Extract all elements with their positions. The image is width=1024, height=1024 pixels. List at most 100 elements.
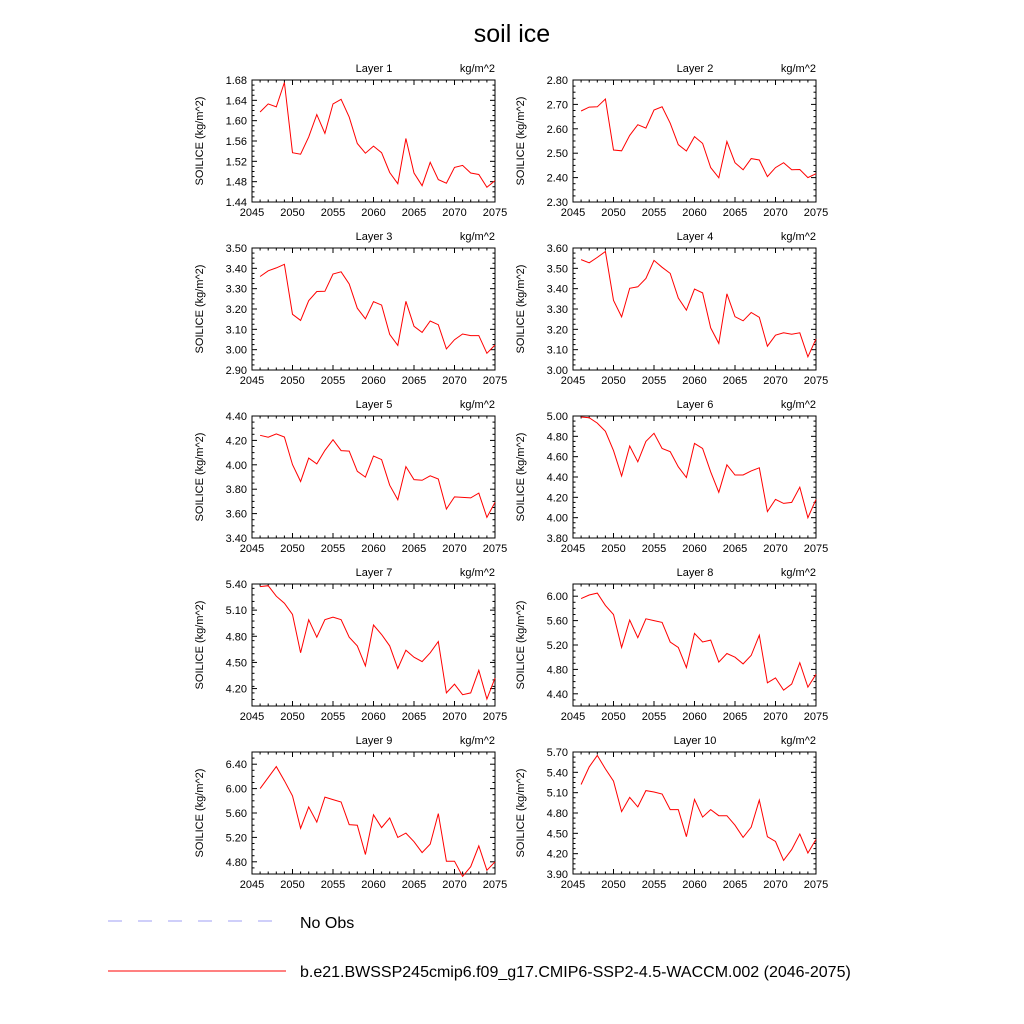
y-tick-label: 5.20	[226, 832, 247, 844]
x-tick-label: 2075	[804, 879, 828, 891]
x-tick-label: 2075	[483, 543, 507, 555]
x-tick-label: 2045	[561, 207, 585, 219]
panel-layer-4: Layer 4 kg/m^2 SOILICE (kg/m^2) 2045 2050 205…	[515, 231, 828, 387]
y-tick-label: 4.00	[547, 513, 568, 525]
panel-layer-8: Layer 8 kg/m^2 SOILICE (kg/m^2) 2045 2050 205…	[515, 567, 828, 723]
panel-units: kg/m^2	[781, 567, 816, 579]
x-tick-label: 2060	[682, 543, 706, 555]
series-line	[259, 263, 496, 355]
y-tick-label: 4.20	[547, 849, 568, 861]
panel-layer-9: Layer 9 kg/m^2 SOILICE (kg/m^2) 2045 2050 205…	[194, 735, 507, 891]
series-line	[259, 433, 496, 519]
x-tick-label: 2065	[402, 375, 426, 387]
y-tick-label: 1.64	[226, 95, 247, 107]
y-tick-label: 4.80	[547, 431, 568, 443]
y-tick-label: 6.40	[226, 759, 247, 771]
x-tick-label: 2055	[642, 711, 666, 723]
y-tick-label: 4.50	[226, 657, 247, 669]
y-axis-label: SOILICE (kg/m^2)	[194, 265, 206, 354]
y-axis-label: SOILICE (kg/m^2)	[194, 601, 206, 690]
x-tick-label: 2070	[442, 879, 466, 891]
x-tick-label: 2050	[601, 543, 625, 555]
x-tick-label: 2055	[321, 375, 345, 387]
x-tick-label: 2065	[723, 375, 747, 387]
x-tick-label: 2050	[280, 375, 304, 387]
y-tick-label: 4.50	[547, 828, 568, 840]
y-tick-label: 5.10	[226, 605, 247, 617]
y-axis-label: SOILICE (kg/m^2)	[515, 265, 527, 354]
x-tick-label: 2075	[483, 711, 507, 723]
y-tick-label: 5.20	[547, 640, 568, 652]
y-tick-label: 2.30	[547, 197, 568, 209]
x-tick-label: 2060	[682, 375, 706, 387]
x-tick-label: 2065	[723, 711, 747, 723]
x-tick-label: 2045	[561, 711, 585, 723]
y-axis-label: SOILICE (kg/m^2)	[194, 433, 206, 522]
y-tick-label: 4.40	[226, 411, 247, 423]
y-axis-label: SOILICE (kg/m^2)	[194, 769, 206, 858]
y-tick-label: 2.70	[547, 99, 568, 111]
x-tick-label: 2045	[561, 375, 585, 387]
x-tick-label: 2070	[763, 375, 787, 387]
x-tick-label: 2045	[240, 543, 264, 555]
y-tick-label: 4.80	[547, 808, 568, 820]
y-tick-label: 2.60	[547, 124, 568, 136]
panel-title: Layer 7	[356, 567, 393, 579]
y-tick-label: 1.44	[226, 197, 247, 209]
x-tick-label: 2075	[804, 711, 828, 723]
x-tick-label: 2045	[240, 207, 264, 219]
legend: No Obs b.e21.BWSSP245cmip6.f09_g17.CMIP6…	[108, 915, 851, 981]
x-tick-label: 2075	[804, 543, 828, 555]
panel-units: kg/m^2	[460, 567, 495, 579]
plot-frame	[251, 247, 496, 371]
panel-title: Layer 8	[677, 567, 714, 579]
panel-units: kg/m^2	[460, 735, 495, 747]
panel-layer-2: Layer 2 kg/m^2 SOILICE (kg/m^2) 2045 2050 205…	[515, 63, 828, 219]
series-line	[259, 765, 496, 878]
plot-frame	[251, 583, 496, 707]
figure-title: soil ice	[474, 20, 550, 48]
plot-frame	[251, 79, 496, 203]
x-tick-label: 2065	[723, 879, 747, 891]
y-tick-label: 1.68	[226, 75, 247, 87]
series-line	[580, 250, 817, 359]
x-tick-label: 2045	[561, 879, 585, 891]
x-tick-label: 2070	[763, 879, 787, 891]
x-tick-label: 2065	[402, 879, 426, 891]
x-tick-label: 2075	[483, 207, 507, 219]
x-tick-label: 2065	[402, 207, 426, 219]
x-tick-label: 2060	[682, 879, 706, 891]
panel-layer-10: Layer 10 kg/m^2 SOILICE (kg/m^2) 2045 2050 20…	[515, 735, 828, 891]
x-tick-label: 2060	[361, 879, 385, 891]
x-tick-label: 2070	[763, 711, 787, 723]
y-tick-label: 3.50	[547, 263, 568, 275]
y-tick-label: 2.40	[547, 173, 568, 185]
x-tick-label: 2070	[442, 711, 466, 723]
y-tick-label: 3.60	[226, 509, 247, 521]
panel-layer-6: Layer 6 kg/m^2 SOILICE (kg/m^2) 2045 2050 205…	[515, 399, 828, 555]
y-axis-label: SOILICE (kg/m^2)	[515, 769, 527, 858]
series-line	[259, 82, 496, 189]
plot-frame	[251, 751, 496, 875]
panel-title: Layer 3	[356, 231, 393, 243]
y-axis-label: SOILICE (kg/m^2)	[515, 601, 527, 690]
y-tick-label: 4.20	[226, 435, 247, 447]
x-tick-label: 2050	[280, 543, 304, 555]
x-tick-label: 2065	[402, 711, 426, 723]
y-tick-label: 6.00	[226, 784, 247, 796]
panel-units: kg/m^2	[460, 63, 495, 75]
x-tick-label: 2060	[682, 711, 706, 723]
series-line	[580, 592, 817, 691]
y-tick-label: 1.60	[226, 116, 247, 128]
series-line	[580, 754, 817, 862]
panel-units: kg/m^2	[781, 63, 816, 75]
panel-title: Layer 1	[356, 63, 393, 75]
panel-title: Layer 6	[677, 399, 714, 411]
x-tick-label: 2055	[321, 879, 345, 891]
x-tick-label: 2050	[601, 375, 625, 387]
x-tick-label: 2055	[321, 207, 345, 219]
y-tick-label: 3.00	[226, 345, 247, 357]
y-tick-label: 3.30	[226, 284, 247, 296]
y-tick-label: 2.90	[226, 365, 247, 377]
panels: Layer 1 kg/m^2 SOILICE (kg/m^2) 2045 2050 205…	[194, 63, 828, 891]
